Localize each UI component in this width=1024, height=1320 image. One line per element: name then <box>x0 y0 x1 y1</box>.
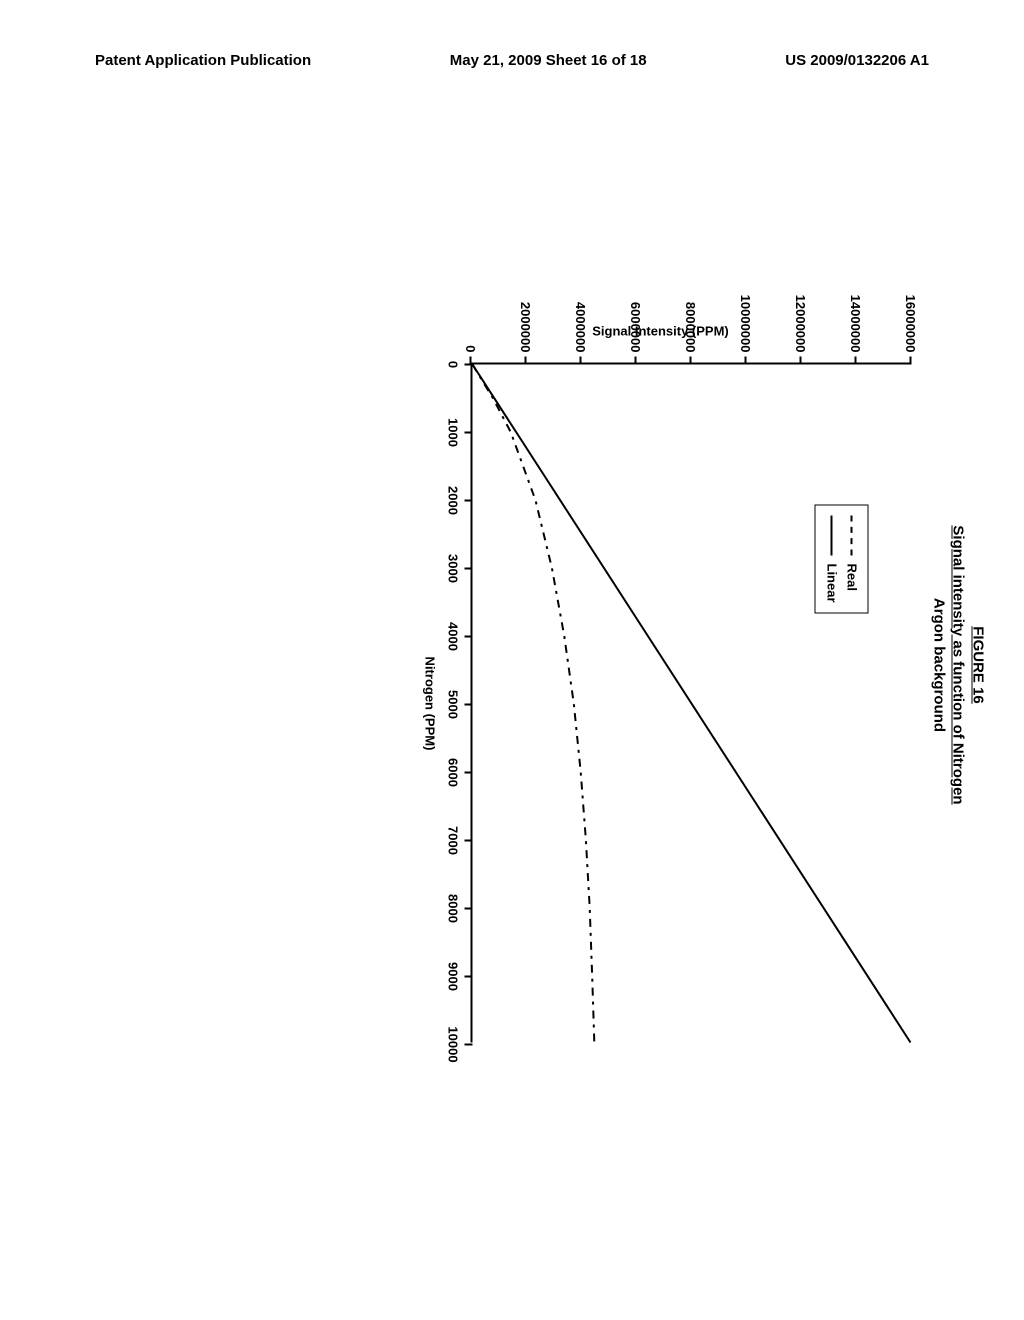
x-tick-label: 6000 <box>446 758 461 787</box>
y-tick-label: 8000000 <box>684 302 699 353</box>
y-tick <box>635 357 637 365</box>
y-tick-label: 0 <box>464 345 479 352</box>
figure-desc-1: Signal intensity as function of Nitrogen <box>950 525 967 804</box>
x-tick-label: 2000 <box>446 486 461 515</box>
y-axis-label: Signal Intensity (PPM) <box>593 323 730 338</box>
x-tick-label: 0 <box>446 361 461 368</box>
x-tick <box>465 976 473 978</box>
x-tick-label: 7000 <box>446 826 461 855</box>
x-tick <box>465 772 473 774</box>
legend-line-solid-icon <box>831 516 833 556</box>
y-tick <box>745 357 747 365</box>
legend-item-real: Real <box>842 516 862 603</box>
figure-16: FIGURE 16 Signal intensity as function o… <box>18 268 988 1063</box>
y-tick <box>800 357 802 365</box>
legend-label-linear: Linear <box>825 564 840 603</box>
x-tick-label: 1000 <box>446 418 461 447</box>
x-tick <box>465 636 473 638</box>
x-tick <box>465 1044 473 1046</box>
x-axis-label: Nitrogen (PPM) <box>423 657 438 751</box>
x-tick-label: 9000 <box>446 962 461 991</box>
y-tick <box>910 357 912 365</box>
y-tick-label: 12000000 <box>794 295 809 353</box>
legend-label-real: Real <box>845 564 860 591</box>
y-tick-label: 2000000 <box>519 302 534 353</box>
x-tick <box>465 908 473 910</box>
page-header: Patent Application Publication May 21, 2… <box>0 52 1024 69</box>
y-tick <box>690 357 692 365</box>
figure-title: FIGURE 16 Signal intensity as function o… <box>929 268 988 1063</box>
y-tick-label: 16000000 <box>904 295 919 353</box>
figure-desc-2: Argon background <box>931 598 948 732</box>
legend-item-linear: Linear <box>822 516 842 603</box>
x-tick-label: 5000 <box>446 690 461 719</box>
y-tick <box>580 357 582 365</box>
x-tick-label: 8000 <box>446 894 461 923</box>
header-right: US 2009/0132206 A1 <box>785 52 929 69</box>
plot-area: Nitrogen (PPM) Real Linear 0200000040000… <box>471 363 911 1043</box>
x-tick-label: 3000 <box>446 554 461 583</box>
header-center: May 21, 2009 Sheet 16 of 18 <box>450 52 647 69</box>
y-tick <box>525 357 527 365</box>
chart: Signal Intensity (PPM) Nitrogen (PPM) Re… <box>401 268 921 1068</box>
series-linear <box>473 365 911 1043</box>
y-tick-label: 14000000 <box>849 295 864 353</box>
x-tick-label: 4000 <box>446 622 461 651</box>
legend-line-dashed-icon <box>851 516 853 556</box>
y-tick <box>855 357 857 365</box>
y-tick-label: 4000000 <box>574 302 589 353</box>
x-tick <box>465 704 473 706</box>
legend: Real Linear <box>815 505 869 614</box>
figure-number: FIGURE 16 <box>970 626 987 704</box>
x-tick <box>465 500 473 502</box>
x-tick <box>465 364 473 366</box>
series-real <box>473 365 595 1043</box>
header-left: Patent Application Publication <box>95 52 311 69</box>
y-tick-label: 6000000 <box>629 302 644 353</box>
x-tick <box>465 432 473 434</box>
x-tick <box>465 840 473 842</box>
x-tick-label: 10000 <box>446 1026 461 1062</box>
chart-svg <box>473 365 911 1043</box>
x-tick <box>465 568 473 570</box>
y-tick-label: 10000000 <box>739 295 754 353</box>
